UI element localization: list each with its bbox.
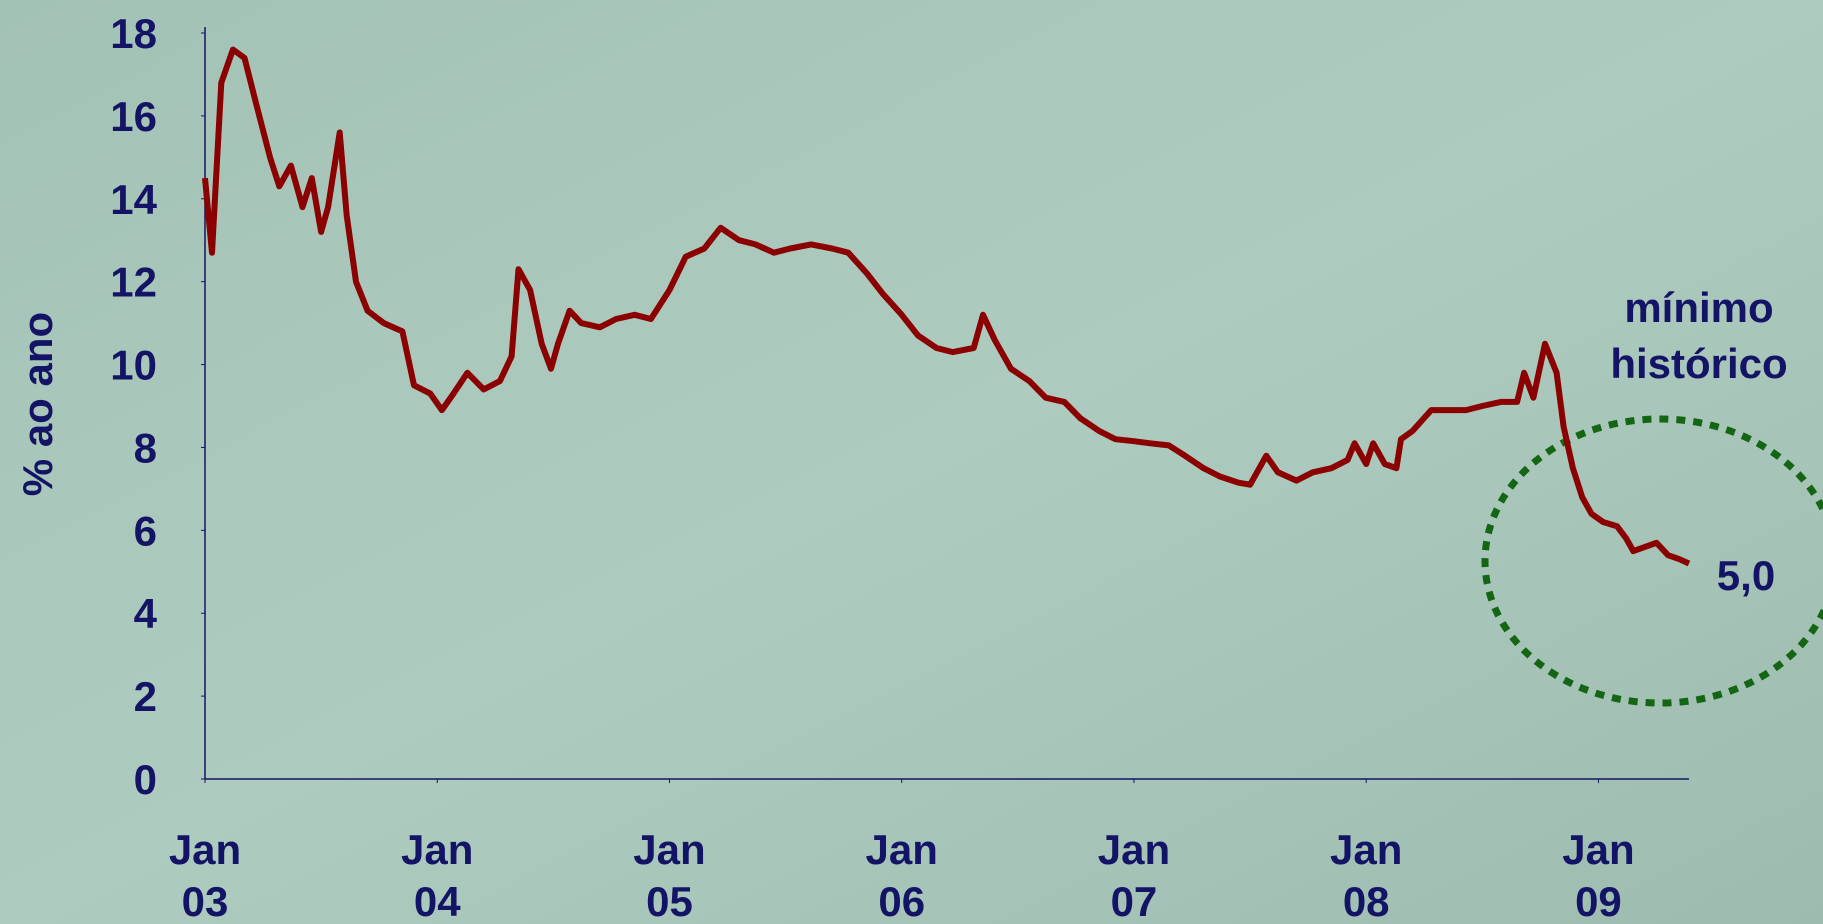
highlight-ellipse — [1481, 415, 1823, 707]
y-tick-label: 18 — [110, 10, 157, 57]
x-tick-label: Jan 05 — [633, 826, 705, 924]
y-tick-label: 6 — [134, 507, 157, 554]
annotation: mínimo histórico — [1610, 284, 1787, 387]
y-tick-label: 12 — [110, 259, 157, 306]
y-tick-label: 4 — [134, 590, 158, 637]
x-tick-label: Jan 04 — [401, 826, 473, 924]
annotation: 5,0 — [1717, 552, 1775, 599]
x-tick-label: Jan 07 — [1098, 826, 1170, 924]
x-tick-label: Jan 08 — [1330, 826, 1402, 924]
y-tick-label: 8 — [134, 424, 157, 471]
y-tick-label: 10 — [110, 342, 157, 389]
y-tick-label: 0 — [134, 756, 157, 803]
x-tick-label: Jan 03 — [169, 826, 241, 924]
y-tick-label: 2 — [134, 673, 157, 720]
x-tick-label: Jan 09 — [1562, 826, 1634, 924]
series-line — [202, 46, 1691, 567]
y-tick-label: 16 — [110, 93, 157, 140]
y-axis-title: % ao ano — [14, 312, 61, 496]
y-tick-label: 14 — [110, 176, 157, 223]
x-tick-label: Jan 06 — [866, 826, 938, 924]
